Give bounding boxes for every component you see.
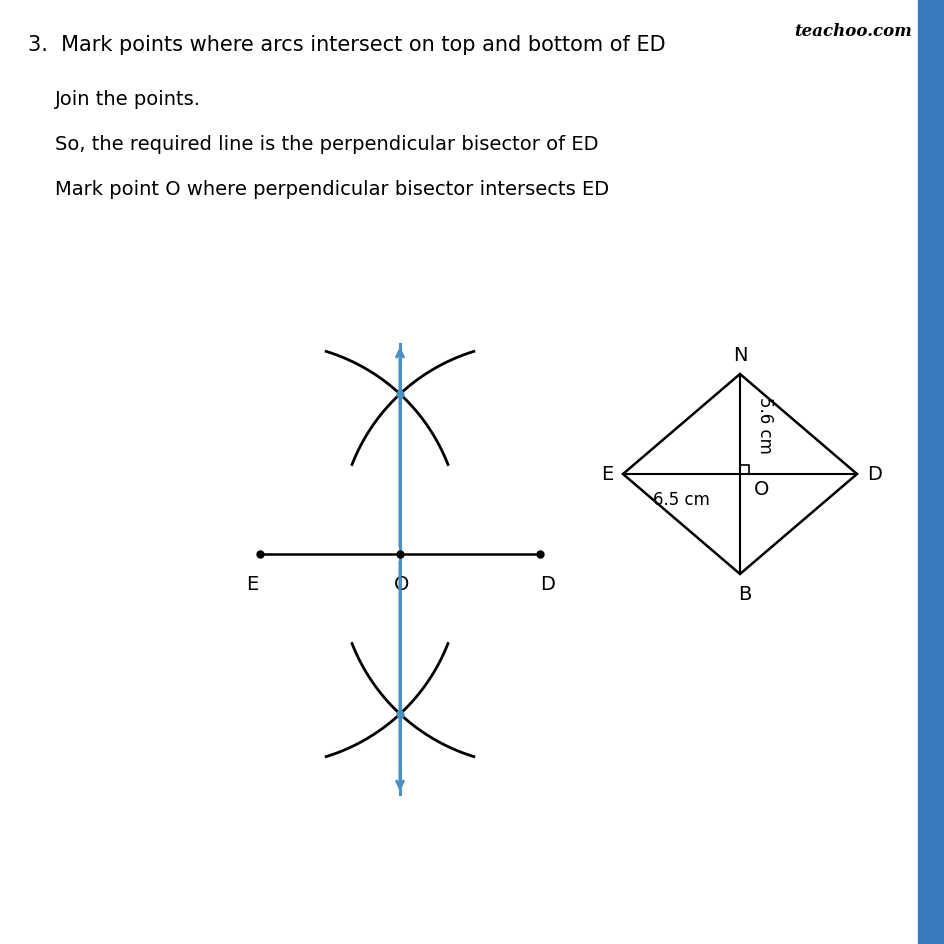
Bar <box>917 0 944 944</box>
Text: 3.  Mark points where arcs intersect on top and bottom of ED: 3. Mark points where arcs intersect on t… <box>28 35 665 55</box>
Text: O: O <box>753 480 768 498</box>
Text: Join the points.: Join the points. <box>55 90 201 109</box>
Text: O: O <box>394 574 410 594</box>
Text: 5.6 cm: 5.6 cm <box>755 396 773 453</box>
Text: So, the required line is the perpendicular bisector of ED: So, the required line is the perpendicul… <box>55 135 598 154</box>
Text: N: N <box>732 346 747 364</box>
Text: Mark point O where perpendicular bisector intersects ED: Mark point O where perpendicular bisecto… <box>55 179 609 199</box>
Text: E: E <box>600 465 613 484</box>
Text: D: D <box>866 465 881 484</box>
Text: 6.5 cm: 6.5 cm <box>652 491 709 509</box>
Text: D: D <box>540 574 555 594</box>
Text: teachoo.com: teachoo.com <box>793 23 911 40</box>
Text: E: E <box>245 574 258 594</box>
Text: B: B <box>737 584 750 603</box>
